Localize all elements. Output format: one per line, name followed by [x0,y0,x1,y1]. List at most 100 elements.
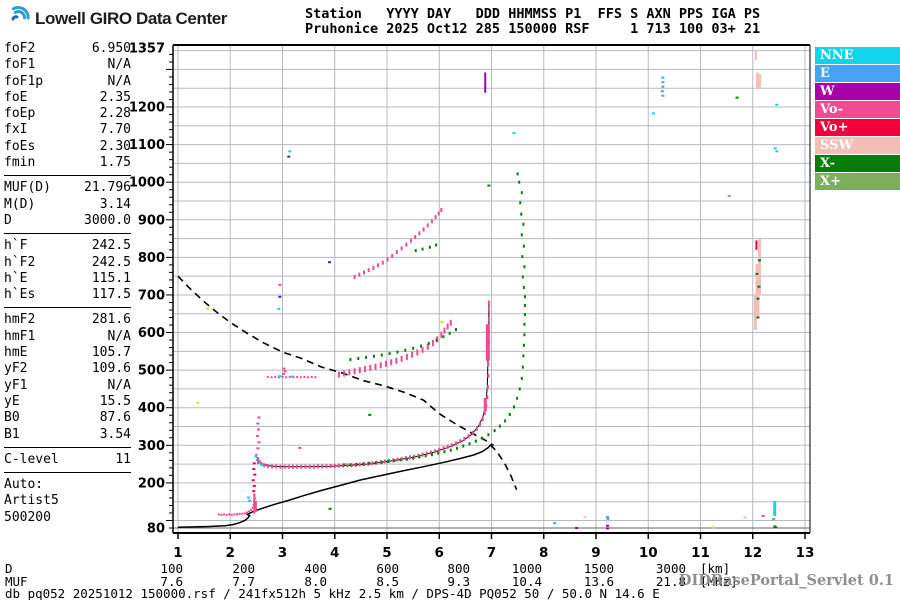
svg-text:300: 300 [138,439,165,454]
echo-direction-legend: NNE E W Vo- Vo+ SSW X- X+ [815,47,900,191]
servlet-version-label: DIDBasePortal_Servlet 0.1 [678,572,894,589]
status-line: db pq052 20251012 150000.rsf / 241fx512h… [5,586,660,600]
param-label: fxI [4,122,28,138]
param-label: foEs [4,138,36,154]
param-label: hmF1 [4,328,36,344]
param-label: foF1p [4,73,44,89]
param-row-foF2: foF2 6.950 [4,41,131,57]
svg-text:11: 11 [691,545,710,561]
param-value: 117.5 [91,287,131,303]
param-value: 21.796 [84,180,131,196]
axis-row-label: D [5,561,13,576]
param-row-yF1: yF1 N/A [4,378,131,394]
param-label: h`F2 [4,254,36,270]
param-row-B0: B0 87.6 [4,410,131,426]
param-row-foF1: foF1 N/A [4,57,131,73]
axis-row-value: 1000 [511,561,542,576]
param-row-B1: B1 3.54 [4,427,131,443]
svg-text:80: 80 [147,522,165,537]
param-value: 3.14 [99,196,131,212]
legend-item-E: E [815,65,900,82]
parameter-group: C-level 11 [4,451,131,474]
svg-text:1: 1 [173,545,182,561]
axis-row-value: 400 [304,561,327,576]
station-header-line2: Pruhonice 2025 Oct12 285 150000 RSF 1 71… [305,21,761,37]
param-value: 2.30 [99,138,131,154]
param-label: M(D) [4,196,36,212]
axis-row-value: 3000 [655,561,686,576]
logo-text: Lowell GIRO Data Center [35,9,228,28]
param-value: 2.28 [99,106,131,122]
param-label: hmF2 [4,312,36,328]
param-label: foEp [4,106,36,122]
svg-text:4: 4 [330,545,339,561]
param-value: 87.6 [99,410,131,426]
svg-text:8: 8 [539,545,548,561]
param-row-yE: yE 15.5 [4,394,131,410]
axis-row-value: 200 [232,561,255,576]
lowell-giro-logo: Lowell GIRO Data Center [7,5,227,33]
legend-item-X+: X+ [815,173,900,190]
param-value: 115.1 [91,270,131,286]
svg-text:800: 800 [138,251,165,266]
param-label: h`F [4,238,28,254]
param-row-M(D): M(D) 3.14 [4,197,131,213]
station-header-line1: Station YYYY DAY DDD HHMMSS P1 FFS S AXN… [305,6,761,22]
param-row-fmin: fmin 1.75 [4,155,131,171]
param-value: 242.5 [91,238,131,254]
param-row-h`E: h`E 115.1 [4,271,131,287]
axis-row-value: 9.3 [447,574,470,589]
param-row-foF1p: foF1p N/A [4,74,131,90]
param-value: 1.75 [99,155,131,171]
muf-row: MUF 7.6 7.7 8.0 8.5 9.3 10.4 13.6 21.8 [MHz] [0,574,900,589]
param-value: 2.35 [99,89,131,105]
param-value: 11 [115,451,131,467]
svg-text:600: 600 [138,326,165,341]
station-header: Station YYYY DAY DDD HHMMSS P1 FFS S AXN… [305,7,760,37]
param-row-hmE: hmE 105.7 [4,345,131,361]
param-label: MUF(D) [4,180,51,196]
param-row-MUF(D): MUF(D) 21.796 [4,180,131,196]
param-value: 15.5 [99,393,131,409]
svg-text:1000: 1000 [129,176,165,191]
param-value: 281.6 [91,312,131,328]
param-label: foF2 [4,41,36,56]
param-label: B0 [4,410,20,426]
auto-line: 500200 [4,509,51,525]
parameter-panel: foF2 6.950 foF1 N/A foF1p N/A foE 2.35 foEp 2.28 f… [4,41,131,526]
param-value: N/A [107,73,131,89]
param-row-yF2: yF2 109.6 [4,361,131,377]
axis-row-unit: [MHz] [700,574,738,589]
svg-text:700: 700 [138,288,165,303]
svg-text:1200: 1200 [129,101,165,116]
svg-text:7: 7 [487,545,496,561]
param-value: 109.6 [91,361,131,377]
param-value: N/A [107,377,131,393]
axis-row-value: 13.6 [583,574,614,589]
svg-text:1100: 1100 [129,138,165,153]
legend-item-NNE: NNE [815,47,900,64]
legend-item-W: W [815,83,900,100]
svg-text:3: 3 [278,545,287,561]
param-row-h`F2: h`F2 242.5 [4,255,131,271]
axis-row-value: 1500 [583,561,614,576]
param-label: D [4,212,12,228]
param-row-foE: foE 2.35 [4,90,131,106]
axis-row-value: 21.8 [655,574,686,589]
axis-row-value: 7.6 [160,574,183,589]
param-value: N/A [107,57,131,73]
giro-wave-icon [7,5,31,33]
svg-text:200: 200 [138,476,165,491]
param-value: N/A [107,328,131,344]
svg-text:500: 500 [138,364,165,379]
param-row-foEs: foEs 2.30 [4,139,131,155]
svg-text:12: 12 [743,545,762,561]
axis-row-value: 7.7 [232,574,255,589]
param-label: yE [4,393,20,409]
legend-item-Vo-: Vo- [815,101,900,118]
auto-line: Artist5 [4,493,59,509]
axis-row-value: 8.5 [376,574,399,589]
parameter-group: h`F 242.5 h`F2 242.5 h`E 115.1 h`Es 117.5 [4,238,131,309]
axis-row-value: 100 [160,561,183,576]
param-label: yF1 [4,377,28,393]
